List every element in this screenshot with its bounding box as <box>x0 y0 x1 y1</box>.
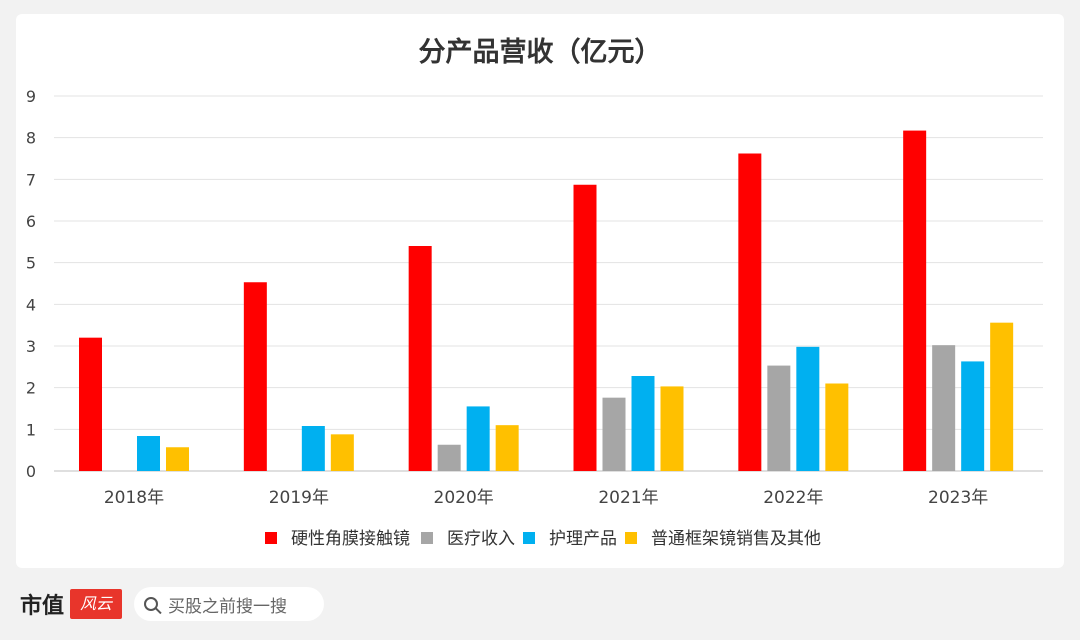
bar <box>990 322 1014 471</box>
bar <box>961 361 985 471</box>
bar <box>903 130 927 471</box>
legend-label: 医疗收入 <box>447 529 515 549</box>
bar <box>602 397 626 471</box>
legend-swatch <box>421 532 433 544</box>
bar <box>796 346 820 471</box>
chart-title: 分产品营收（亿元） <box>418 37 662 68</box>
y-tick-label: 8 <box>26 129 36 148</box>
bar <box>79 337 102 471</box>
legend-swatch <box>625 532 637 544</box>
legend-swatch <box>265 532 277 544</box>
bar <box>301 426 325 471</box>
bar-chart: 0 1 2 3 4 5 6 7 8 9 2018年 2019年 2020年 2021年 2022年 2023年… <box>26 87 1043 549</box>
legend-swatch <box>523 532 535 544</box>
y-tick-label: 0 <box>26 462 36 481</box>
bar <box>137 436 160 471</box>
bar <box>330 434 354 471</box>
bar <box>466 406 490 471</box>
x-tick-label: 2019年 <box>269 488 329 508</box>
brand-name: 市值 <box>20 593 65 619</box>
y-tick-label: 4 <box>26 295 36 314</box>
search-bar[interactable]: 买股之前搜一搜 <box>134 587 325 621</box>
search-icon <box>144 597 159 611</box>
bar <box>166 447 189 471</box>
brand-logo: 风云 <box>70 589 123 619</box>
bar <box>825 383 849 471</box>
chart-card: 分产品营收（亿元） 0 1 2 3 4 5 6 7 8 9 2018年 2019年 2020年 2021年… <box>16 14 1064 568</box>
x-tick-label: 2020年 <box>434 488 494 508</box>
bar <box>767 365 791 471</box>
bar <box>243 282 267 471</box>
bar <box>738 153 762 471</box>
bar <box>660 386 684 471</box>
bar <box>932 345 956 471</box>
x-tick-label: 2021年 <box>598 488 658 508</box>
legend-label: 护理产品 <box>549 529 617 549</box>
y-tick-label: 7 <box>26 170 36 189</box>
y-tick-label: 9 <box>26 87 36 106</box>
footer: 市值 风云 买股之前搜一搜 <box>20 582 325 626</box>
y-tick-label: 2 <box>26 379 36 398</box>
bar <box>495 425 519 471</box>
y-tick-label: 3 <box>26 337 36 356</box>
y-tick-label: 1 <box>26 420 36 439</box>
bar <box>408 246 432 471</box>
bar <box>437 444 461 471</box>
y-tick-label: 5 <box>26 254 36 273</box>
search-placeholder: 买股之前搜一搜 <box>168 596 288 617</box>
x-tick-label: 2022年 <box>763 488 823 508</box>
bar <box>631 376 655 471</box>
legend-label: 普通框架镜销售及其他 <box>651 529 821 549</box>
y-tick-label: 6 <box>26 212 36 231</box>
legend-label: 硬性角膜接触镜 <box>291 529 410 549</box>
x-tick-label: 2018年 <box>104 488 164 508</box>
x-tick-label: 2023年 <box>928 488 988 508</box>
bar <box>573 184 597 471</box>
